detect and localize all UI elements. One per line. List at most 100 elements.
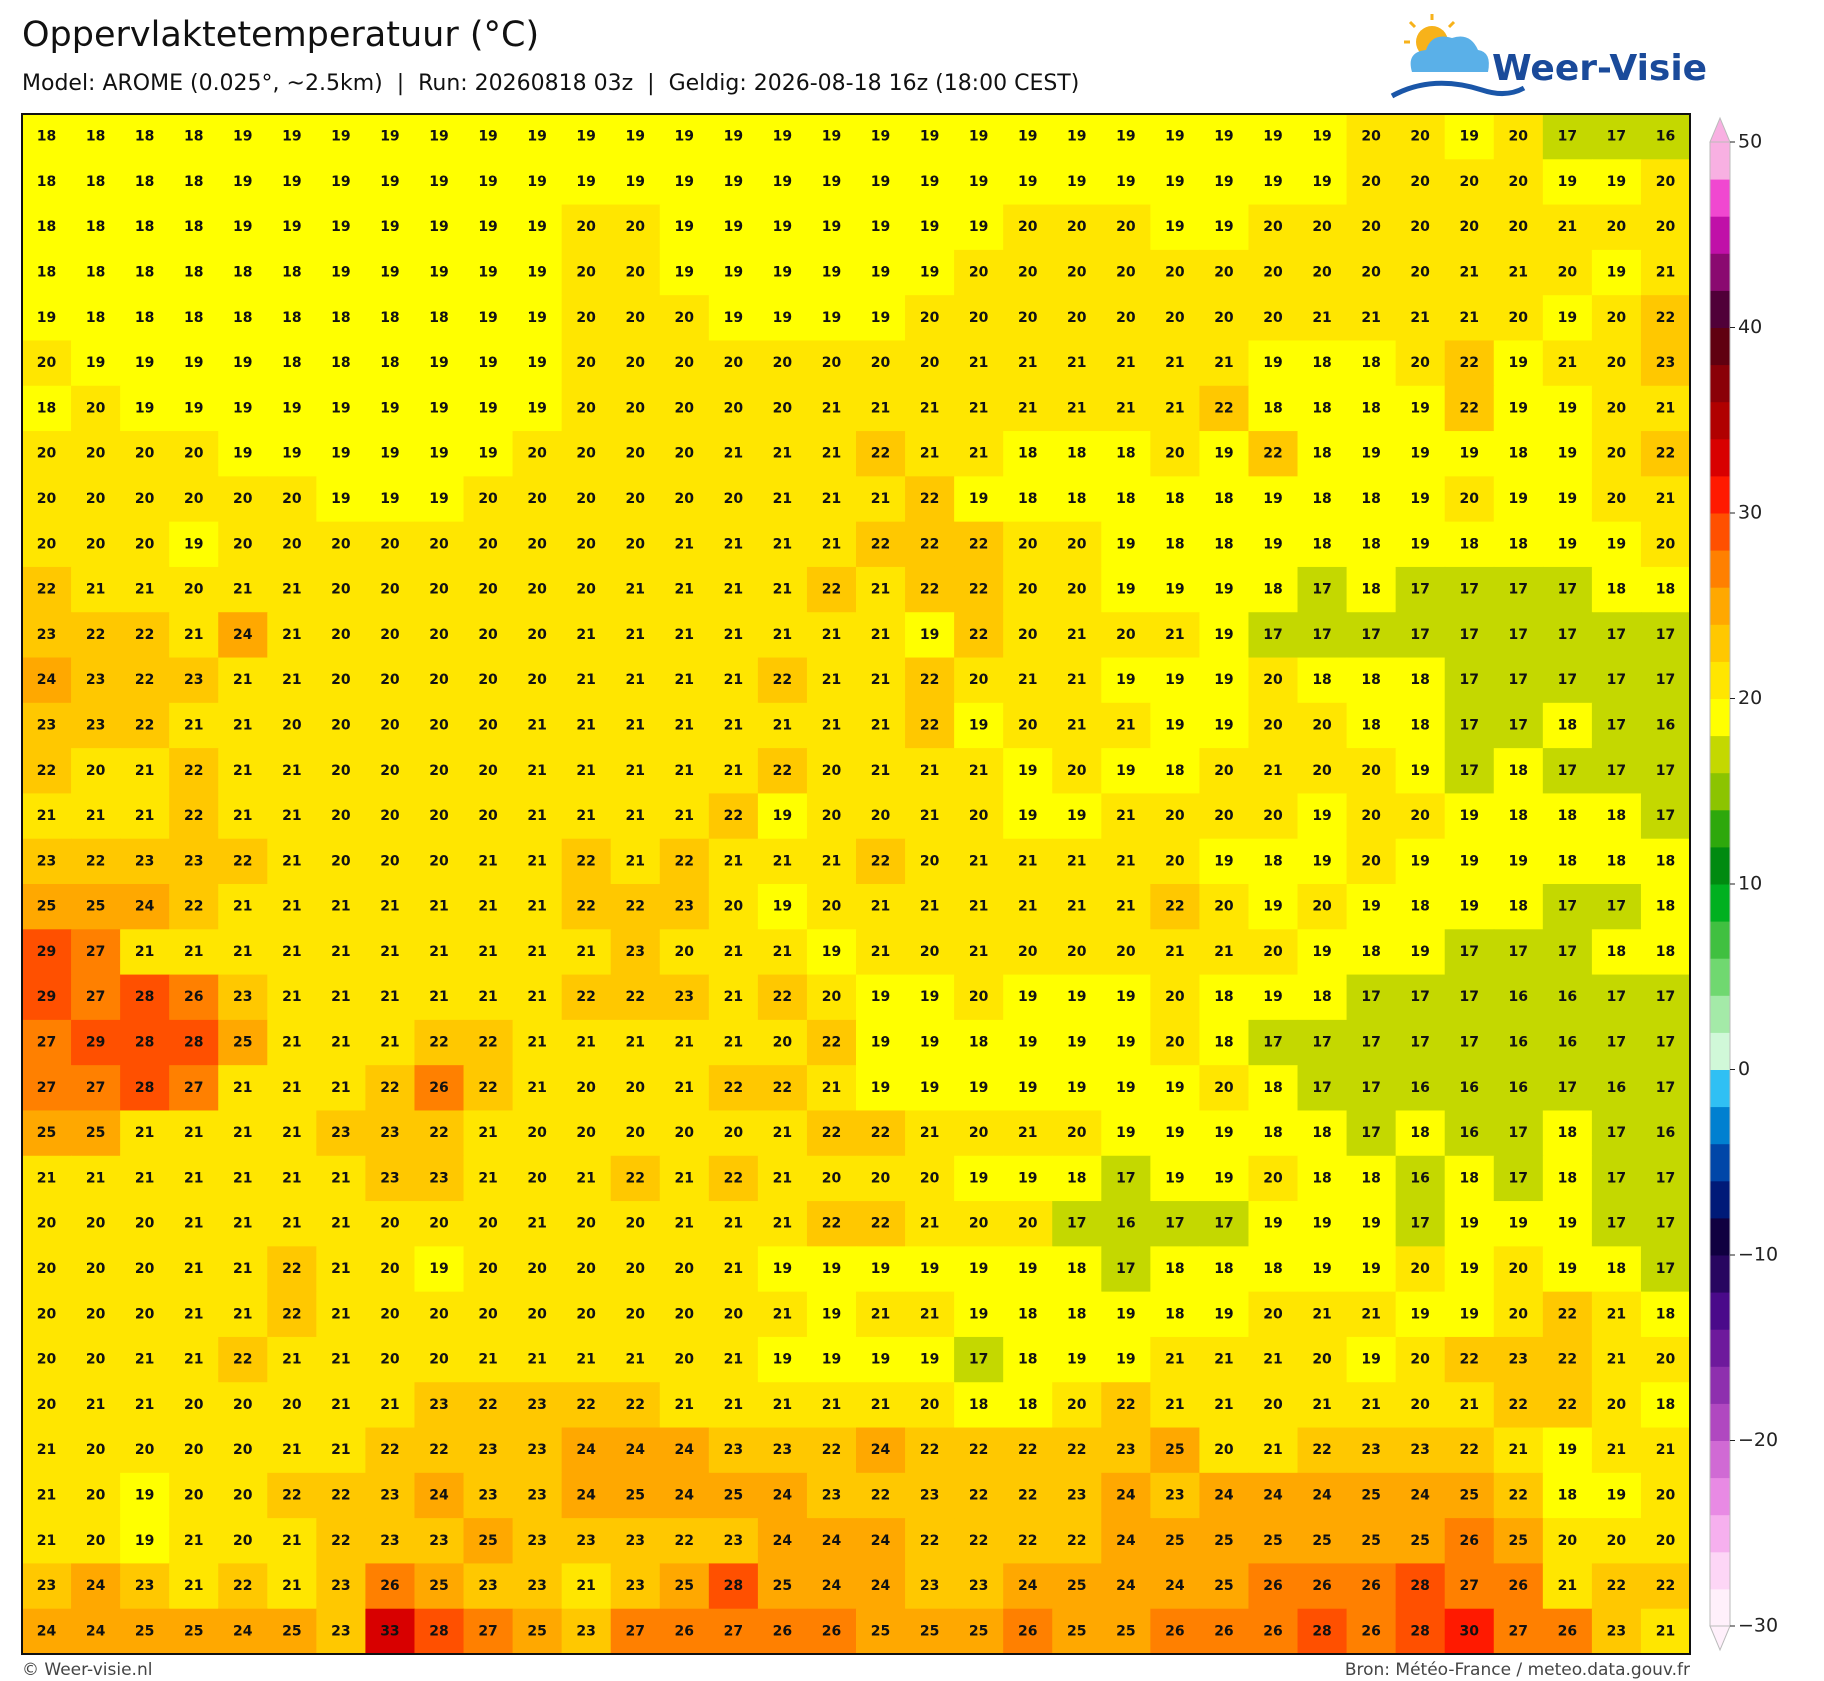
temperature-label: 18	[1018, 446, 1037, 462]
temperature-label: 20	[1607, 1533, 1627, 1549]
temperature-label: 21	[871, 1306, 890, 1322]
temperature-label: 20	[86, 446, 106, 462]
temperature-label: 20	[86, 536, 106, 552]
temperature-cell	[1101, 612, 1151, 659]
temperature-label: 21	[331, 1080, 350, 1096]
temperature-label: 20	[37, 1306, 57, 1322]
temperature-label: 21	[282, 627, 301, 643]
temperature-cell	[22, 159, 72, 206]
temperature-cell	[1542, 385, 1593, 432]
temperature-label: 19	[773, 174, 792, 190]
temperature-label: 21	[822, 853, 841, 869]
temperature-label: 21	[233, 1216, 252, 1232]
temperature-label: 20	[1459, 491, 1479, 507]
temperature-label: 23	[724, 1533, 743, 1549]
temperature-label: 21	[233, 944, 252, 960]
colorbar-tick-label: 20	[1738, 687, 1762, 709]
temperature-label: 22	[773, 989, 792, 1005]
temperature-label: 19	[1018, 763, 1037, 779]
temperature-label: 29	[37, 944, 56, 960]
temperature-cell	[267, 114, 317, 160]
temperature-label: 17	[1459, 763, 1478, 779]
temperature-cell	[22, 204, 72, 251]
temperature-cell	[1003, 295, 1053, 342]
temperature-cell	[316, 702, 367, 749]
temperature-cell	[659, 295, 710, 342]
temperature-label: 20	[86, 763, 106, 779]
temperature-label: 21	[1361, 310, 1380, 326]
temperature-label: 23	[675, 899, 694, 915]
temperature-cell	[1150, 295, 1201, 342]
temperature-label: 19	[822, 310, 841, 326]
temperature-cell	[610, 159, 661, 206]
temperature-label: 22	[675, 1533, 694, 1549]
temperature-label: 22	[920, 717, 939, 733]
temperature-cell	[757, 431, 808, 477]
temperature-label: 20	[1018, 944, 1038, 960]
temperature-label: 21	[1361, 1397, 1380, 1413]
temperature-label: 20	[1067, 219, 1087, 235]
temperature-label: 19	[1116, 1035, 1135, 1051]
temperature-label: 20	[625, 355, 645, 371]
temperature-label: 20	[625, 265, 645, 281]
temperature-label: 22	[135, 627, 154, 643]
temperature-label: 19	[1361, 446, 1380, 462]
temperature-label: 28	[724, 1578, 743, 1594]
colorbar-band	[1710, 921, 1730, 959]
temperature-cell	[120, 159, 170, 206]
temperature-label: 33	[380, 1623, 399, 1639]
temperature-label: 27	[1509, 1623, 1528, 1639]
temperature-cell	[1003, 476, 1053, 523]
temperature-label: 20	[1263, 672, 1283, 688]
temperature-label: 21	[724, 989, 743, 1005]
temperature-label: 19	[233, 174, 252, 190]
temperature-cell	[71, 385, 121, 432]
temperature-label: 25	[625, 1487, 644, 1503]
temperature-cell	[905, 340, 955, 387]
temperature-label: 18	[331, 310, 350, 326]
temperature-cell	[316, 340, 367, 387]
temperature-cell	[316, 385, 367, 432]
temperature-label: 26	[184, 989, 203, 1005]
temperature-label: 21	[282, 989, 301, 1005]
temperature-label: 19	[773, 1352, 792, 1368]
temperature-cell	[610, 566, 661, 613]
temperature-label: 21	[1165, 355, 1184, 371]
temperature-label: 17	[1607, 672, 1626, 688]
temperature-cell	[1199, 340, 1250, 387]
temperature-label: 21	[625, 808, 644, 824]
temperature-label: 23	[86, 672, 105, 688]
temperature-label: 27	[86, 1080, 105, 1096]
temperature-label: 21	[625, 853, 644, 869]
temperature-cell	[610, 612, 661, 659]
temperature-label: 21	[282, 1216, 301, 1232]
temperature-label: 21	[527, 808, 546, 824]
temperature-label: 20	[1607, 355, 1627, 371]
temperature-label: 24	[675, 1487, 695, 1503]
temperature-label: 21	[478, 1125, 497, 1141]
temperature-label: 18	[86, 265, 105, 281]
temperature-label: 20	[1312, 899, 1332, 915]
temperature-label: 21	[724, 1352, 743, 1368]
temperature-cell	[169, 612, 219, 659]
temperature-label: 17	[1656, 627, 1675, 643]
temperature-cell	[708, 249, 759, 296]
temperature-label: 19	[135, 400, 154, 416]
temperature-label: 21	[724, 1397, 743, 1413]
temperature-cell	[1395, 702, 1446, 749]
temperature-label: 27	[86, 944, 105, 960]
temperature-label: 17	[1656, 808, 1675, 824]
temperature-label: 19	[1018, 1261, 1037, 1277]
temperature-label: 21	[331, 1261, 350, 1277]
temperature-cell	[659, 249, 710, 296]
temperature-cell	[1395, 385, 1446, 432]
temperature-label: 21	[1116, 899, 1135, 915]
temperature-label: 17	[1607, 1035, 1626, 1051]
temperature-cell	[463, 295, 514, 342]
temperature-label: 22	[331, 1533, 350, 1549]
temperature-label: 21	[1116, 400, 1135, 416]
colorbar-band	[1710, 401, 1730, 440]
colorbar-band	[1710, 1403, 1730, 1441]
colorbar-band	[1710, 1143, 1730, 1182]
temperature-cell	[512, 295, 563, 342]
